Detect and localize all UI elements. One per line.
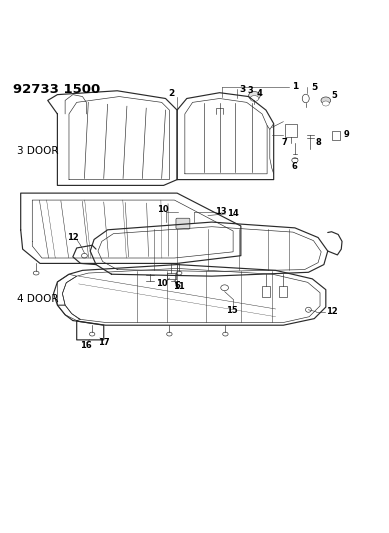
Text: 15: 15	[226, 306, 238, 316]
Text: 3 DOOR: 3 DOOR	[17, 146, 58, 156]
Ellipse shape	[321, 97, 331, 104]
Ellipse shape	[305, 307, 311, 312]
Ellipse shape	[167, 332, 172, 336]
Text: 3: 3	[240, 85, 246, 94]
Ellipse shape	[223, 332, 228, 336]
Ellipse shape	[250, 95, 259, 101]
Ellipse shape	[33, 271, 39, 275]
Text: 6: 6	[174, 281, 180, 290]
Text: 5: 5	[311, 83, 317, 92]
FancyBboxPatch shape	[262, 286, 270, 297]
Text: 4: 4	[256, 89, 262, 98]
Text: 4 DOOR: 4 DOOR	[17, 294, 58, 304]
Text: 12: 12	[326, 307, 338, 316]
Text: 1: 1	[292, 83, 298, 91]
Ellipse shape	[176, 271, 182, 275]
Text: 10: 10	[157, 205, 169, 214]
Ellipse shape	[249, 92, 260, 100]
Text: 13: 13	[215, 207, 226, 216]
FancyBboxPatch shape	[285, 124, 297, 137]
Text: 2: 2	[168, 88, 174, 98]
Text: 5: 5	[331, 91, 337, 100]
Text: 12: 12	[67, 233, 79, 242]
Text: 11: 11	[173, 282, 185, 290]
Ellipse shape	[82, 253, 87, 258]
Ellipse shape	[322, 101, 329, 106]
Text: 14: 14	[227, 209, 239, 219]
Ellipse shape	[89, 332, 95, 336]
Ellipse shape	[221, 285, 228, 290]
Text: 6: 6	[292, 161, 298, 171]
Text: 7: 7	[281, 139, 287, 148]
FancyBboxPatch shape	[279, 286, 287, 297]
Text: 17: 17	[98, 338, 110, 346]
Text: 3: 3	[248, 86, 253, 95]
Text: 9: 9	[344, 130, 350, 139]
Text: 16: 16	[81, 341, 92, 350]
Text: 8: 8	[315, 139, 321, 148]
Ellipse shape	[292, 158, 298, 163]
FancyBboxPatch shape	[176, 218, 190, 229]
Text: 92733 1500: 92733 1500	[13, 83, 100, 96]
FancyBboxPatch shape	[331, 131, 340, 140]
Ellipse shape	[302, 94, 309, 103]
Text: 10: 10	[156, 279, 168, 288]
